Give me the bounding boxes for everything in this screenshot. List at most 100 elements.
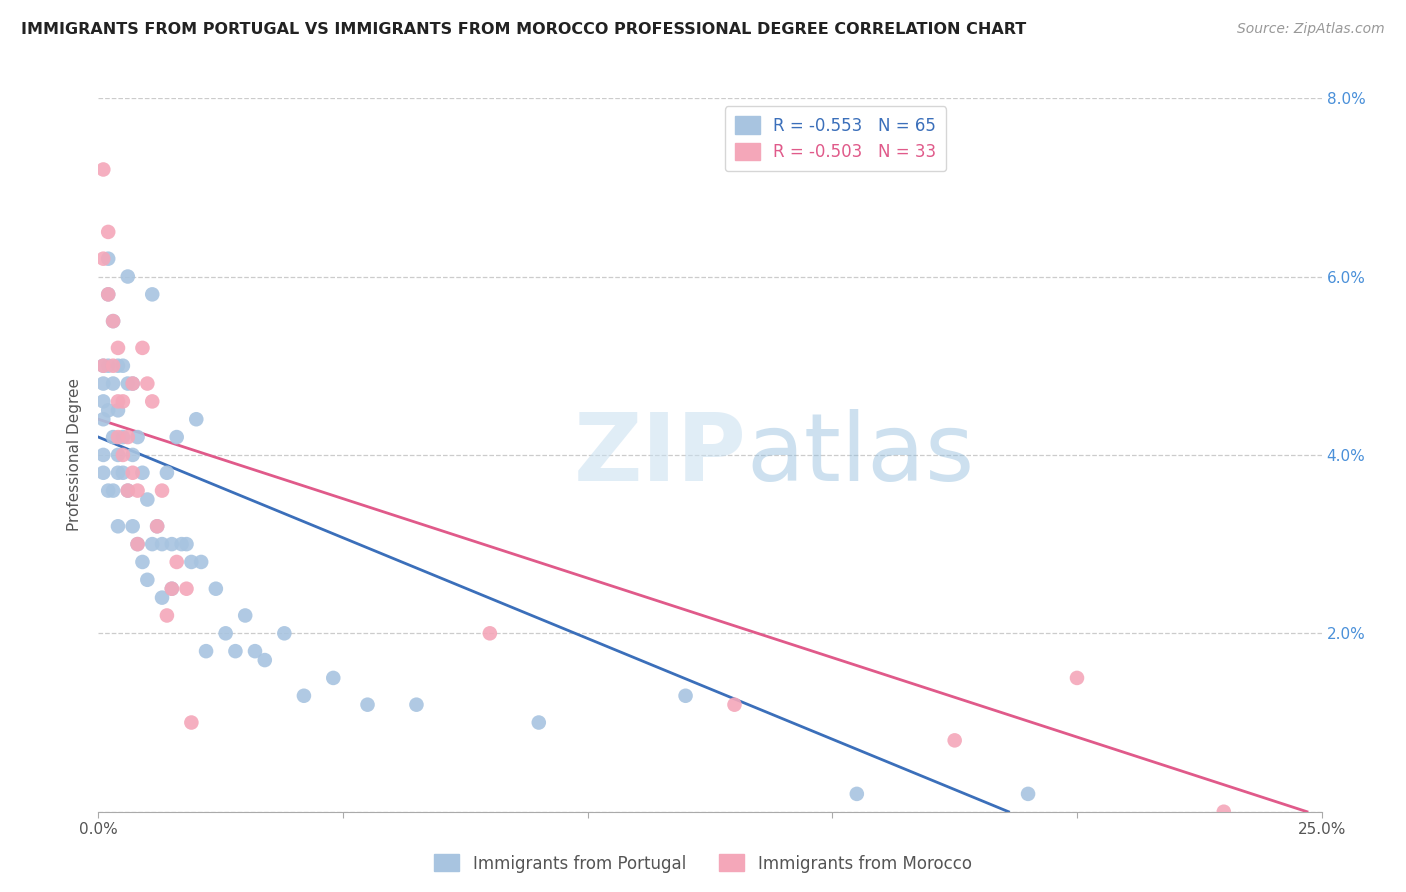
Point xyxy=(111,394,134,409)
Point xyxy=(97,225,120,239)
Point xyxy=(180,555,202,569)
Point xyxy=(121,376,143,391)
Point xyxy=(121,448,143,462)
Point xyxy=(845,787,868,801)
Point xyxy=(243,644,266,658)
Point xyxy=(121,519,143,533)
Point xyxy=(166,555,188,569)
Point xyxy=(131,341,153,355)
Point xyxy=(527,715,550,730)
Legend: R = -0.553   N = 65, R = -0.503   N = 33: R = -0.553 N = 65, R = -0.503 N = 33 xyxy=(725,106,946,171)
Point xyxy=(101,376,124,391)
Legend: Immigrants from Portugal, Immigrants from Morocco: Immigrants from Portugal, Immigrants fro… xyxy=(427,847,979,880)
Y-axis label: Professional Degree: Professional Degree xyxy=(67,378,83,532)
Point xyxy=(117,483,139,498)
Point xyxy=(117,430,139,444)
Point xyxy=(253,653,276,667)
Point xyxy=(205,582,228,596)
Text: atlas: atlas xyxy=(747,409,974,501)
Point xyxy=(176,582,198,596)
Point xyxy=(160,582,183,596)
Point xyxy=(91,252,114,266)
Point xyxy=(131,466,153,480)
Point xyxy=(97,252,120,266)
Point xyxy=(292,689,315,703)
Point xyxy=(101,483,124,498)
Point xyxy=(141,394,163,409)
Point xyxy=(91,376,114,391)
Point xyxy=(91,412,114,426)
Point xyxy=(405,698,427,712)
Point xyxy=(127,430,149,444)
Point xyxy=(117,269,139,284)
Point xyxy=(107,519,129,533)
Point xyxy=(101,314,124,328)
Point xyxy=(121,466,143,480)
Point xyxy=(136,492,159,507)
Point xyxy=(97,359,120,373)
Point xyxy=(101,359,124,373)
Point xyxy=(136,376,159,391)
Point xyxy=(107,341,129,355)
Point xyxy=(195,644,218,658)
Point xyxy=(127,483,149,498)
Point xyxy=(111,466,134,480)
Point xyxy=(233,608,256,623)
Point xyxy=(91,394,114,409)
Text: ZIP: ZIP xyxy=(574,409,747,501)
Point xyxy=(1066,671,1088,685)
Point xyxy=(91,466,114,480)
Point xyxy=(91,359,114,373)
Point xyxy=(91,359,114,373)
Point xyxy=(146,519,169,533)
Point xyxy=(107,394,129,409)
Point xyxy=(1212,805,1234,819)
Text: Source: ZipAtlas.com: Source: ZipAtlas.com xyxy=(1237,22,1385,37)
Point xyxy=(107,359,129,373)
Point xyxy=(111,359,134,373)
Point xyxy=(273,626,295,640)
Point xyxy=(97,403,120,417)
Point xyxy=(121,376,143,391)
Point xyxy=(176,537,198,551)
Point xyxy=(146,519,169,533)
Point xyxy=(107,448,129,462)
Point xyxy=(214,626,236,640)
Point xyxy=(91,162,114,177)
Point xyxy=(101,314,124,328)
Point xyxy=(675,689,697,703)
Point xyxy=(117,483,139,498)
Point xyxy=(322,671,344,685)
Point xyxy=(160,537,183,551)
Point xyxy=(150,537,173,551)
Point xyxy=(156,466,179,480)
Point xyxy=(478,626,501,640)
Point xyxy=(190,555,212,569)
Point xyxy=(723,698,745,712)
Point xyxy=(1017,787,1039,801)
Point xyxy=(156,608,179,623)
Point xyxy=(97,287,120,301)
Point xyxy=(107,403,129,417)
Point xyxy=(141,287,163,301)
Point xyxy=(131,555,153,569)
Point xyxy=(117,376,139,391)
Point xyxy=(170,537,193,551)
Point xyxy=(186,412,208,426)
Point xyxy=(107,430,129,444)
Point xyxy=(107,466,129,480)
Point xyxy=(91,448,114,462)
Point xyxy=(141,537,163,551)
Point xyxy=(160,582,183,596)
Point xyxy=(150,591,173,605)
Point xyxy=(150,483,173,498)
Point xyxy=(111,430,134,444)
Point xyxy=(356,698,378,712)
Point xyxy=(111,448,134,462)
Point xyxy=(136,573,159,587)
Point xyxy=(180,715,202,730)
Point xyxy=(97,483,120,498)
Text: IMMIGRANTS FROM PORTUGAL VS IMMIGRANTS FROM MOROCCO PROFESSIONAL DEGREE CORRELAT: IMMIGRANTS FROM PORTUGAL VS IMMIGRANTS F… xyxy=(21,22,1026,37)
Point xyxy=(101,430,124,444)
Point xyxy=(943,733,966,747)
